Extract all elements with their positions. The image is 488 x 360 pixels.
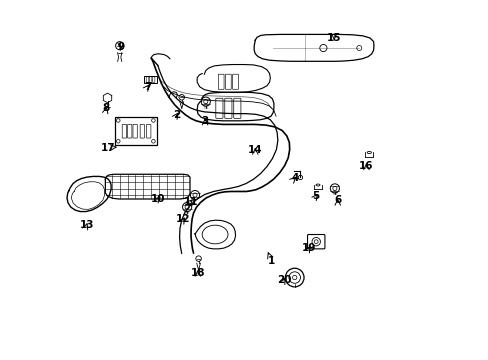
Text: 12: 12 bbox=[176, 215, 190, 224]
Text: 14: 14 bbox=[247, 144, 262, 154]
Text: 7: 7 bbox=[143, 82, 151, 92]
Text: 11: 11 bbox=[183, 197, 198, 207]
Text: 17: 17 bbox=[101, 143, 115, 153]
Text: 4: 4 bbox=[290, 173, 298, 183]
Text: 18: 18 bbox=[190, 268, 204, 278]
Text: 13: 13 bbox=[79, 220, 94, 230]
Text: 5: 5 bbox=[312, 191, 319, 201]
Text: 16: 16 bbox=[359, 161, 373, 171]
Text: 15: 15 bbox=[326, 33, 341, 43]
Text: 2: 2 bbox=[172, 111, 180, 121]
Text: 3: 3 bbox=[201, 116, 208, 126]
Text: 8: 8 bbox=[102, 103, 110, 113]
Text: 9: 9 bbox=[117, 42, 124, 52]
Text: 20: 20 bbox=[276, 275, 290, 285]
Text: 1: 1 bbox=[267, 256, 274, 266]
Text: 19: 19 bbox=[301, 243, 316, 253]
Text: 10: 10 bbox=[151, 194, 165, 204]
Text: 6: 6 bbox=[333, 195, 341, 205]
